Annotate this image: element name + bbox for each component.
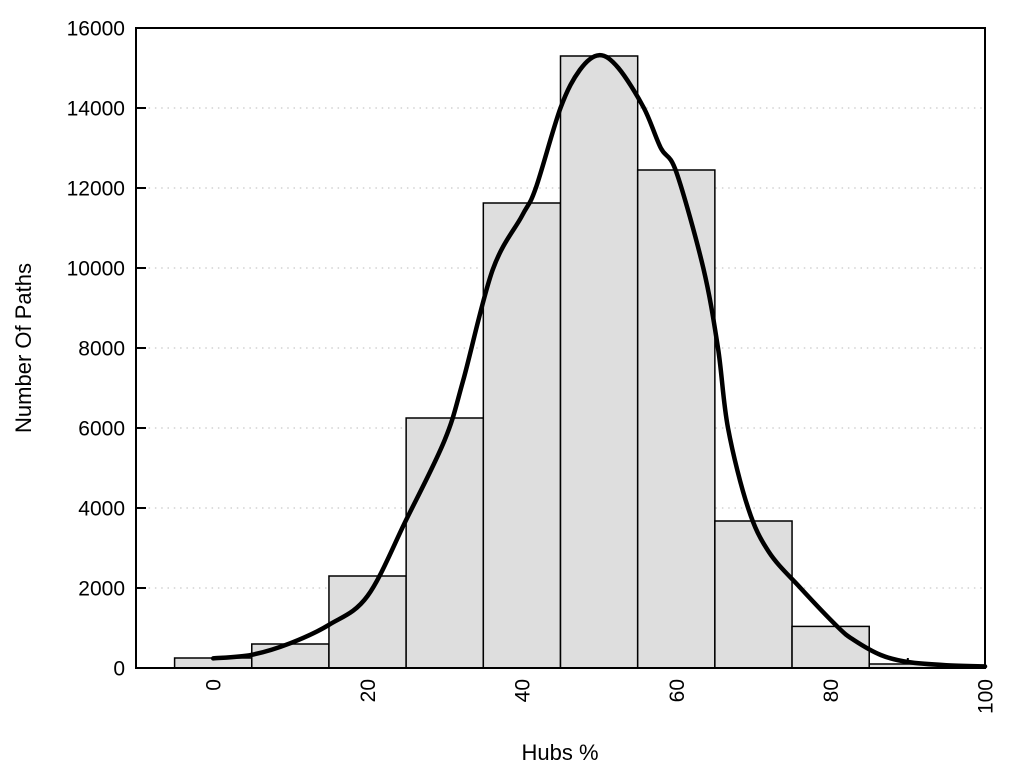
plot-border <box>135 27 986 669</box>
plot-frame-layer <box>135 27 986 669</box>
histogram-bar <box>251 643 330 669</box>
histogram-bar <box>328 575 407 669</box>
histogram-bar <box>559 55 639 669</box>
tick-labels-layer: 0 2000 4000 6000 8000 10000 12000 14000 16000 0 20… <box>67 18 998 715</box>
y-tick-label: 10000 <box>67 258 125 281</box>
x-tick-label: 40 <box>511 679 534 702</box>
histogram-bar <box>714 520 793 669</box>
y-tick-label: 2000 <box>78 578 125 601</box>
density-curve-layer <box>210 52 988 669</box>
x-tick-label: 80 <box>820 679 843 702</box>
histogram-bar <box>405 417 485 669</box>
x-axis-title: Hubs % <box>521 740 598 765</box>
histogram-bars-layer <box>173 55 948 669</box>
y-tick-label: 4000 <box>78 498 125 521</box>
histogram-bar <box>482 202 562 669</box>
y-tick-label: 12000 <box>67 178 125 201</box>
y-tick-label: 14000 <box>67 98 125 121</box>
histogram-bar <box>791 625 870 669</box>
x-tick-label: 0 <box>203 679 226 691</box>
x-tick-label: 60 <box>666 679 689 702</box>
x-tick-label: 100 <box>975 679 998 714</box>
y-tick-label: 6000 <box>78 418 125 441</box>
y-tick-label: 16000 <box>67 18 125 41</box>
histogram-bar <box>636 169 716 669</box>
y-tick-label: 8000 <box>78 338 125 361</box>
density-curve <box>210 52 988 669</box>
x-tick-label: 20 <box>357 679 380 702</box>
y-axis-title: Number Of Paths <box>11 263 36 433</box>
y-tick-label: 0 <box>113 658 125 681</box>
